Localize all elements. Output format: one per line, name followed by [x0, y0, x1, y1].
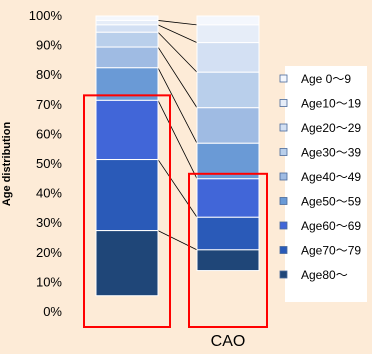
connector-line [157, 100, 198, 179]
connector-line [157, 230, 198, 251]
bar-segment [95, 99, 159, 161]
legend-entry: Age80～ [301, 268, 348, 282]
legend-background [285, 66, 367, 302]
legend-entry: Age60～69 [301, 219, 361, 233]
y-tick-label: 50% [36, 156, 62, 171]
y-axis-label: Age distribution [1, 122, 13, 207]
legend-entry: Age50～59 [301, 195, 361, 209]
connector-line [157, 46, 198, 108]
bar-segment [95, 31, 159, 48]
bar-segment [196, 15, 260, 26]
legend-entry: Age10～19 [301, 97, 361, 111]
legend-swatch [279, 148, 288, 156]
legend-swatch [279, 172, 288, 181]
legend-entry: Age70～79 [301, 244, 361, 258]
connector-line [157, 159, 198, 218]
bar-segment [196, 24, 260, 44]
legend-entry: Age30～39 [301, 146, 361, 160]
category-labels: CAO [211, 333, 246, 350]
bar-segment [196, 107, 260, 144]
bar-segment [196, 42, 260, 73]
bar-segment [95, 159, 159, 232]
highlight-boxes [83, 94, 268, 328]
y-tick-label: 0% [43, 304, 62, 319]
category-label: CAO [211, 333, 246, 350]
bar-segment [95, 19, 159, 26]
y-tick-label: 20% [36, 245, 62, 260]
connector-line [157, 20, 198, 26]
y-tick-label: 90% [36, 38, 62, 53]
legend-entry: Age40～49 [301, 170, 361, 184]
y-tick-label: 30% [36, 215, 62, 230]
bar-segment [196, 216, 260, 251]
bar-segment [95, 24, 159, 33]
bar-segment [95, 15, 159, 21]
y-tick-label: 40% [36, 186, 62, 201]
legend-swatch [279, 270, 288, 279]
connector-line [157, 32, 198, 73]
connector-line [157, 67, 198, 144]
bar-segment [196, 71, 260, 109]
connector-line [157, 24, 198, 44]
legend-swatch [279, 197, 288, 205]
legend-entry: Age 0～9 [301, 72, 351, 86]
y-tick-label: 100% [29, 8, 63, 23]
bar-segment [95, 46, 159, 69]
y-axis: 0% 10% 20% 30% 40% 50% 60% 70% 80% 90% 100% [29, 8, 63, 319]
bar-segment [196, 249, 260, 272]
legend-swatch [279, 123, 288, 132]
y-tick-label: 60% [36, 126, 62, 141]
y-tick-label: 70% [36, 97, 62, 112]
y-tick-label: 80% [36, 67, 62, 82]
y-tick-label: 10% [36, 274, 62, 289]
bar-segment [196, 178, 260, 218]
legend: Age 0～9 Age10～19 Age20～29 Age30～39 Age40～49 A… [279, 66, 367, 302]
connector-lines [157, 20, 198, 251]
legend-swatch [279, 246, 288, 254]
bars [95, 15, 260, 297]
legend-swatch [279, 99, 288, 107]
highlight-box [188, 172, 268, 328]
legend-swatch [279, 221, 288, 230]
legend-entry: Age20～29 [301, 121, 361, 135]
bar-segment [95, 230, 159, 297]
highlight-box [83, 94, 171, 328]
legend-swatch [279, 74, 288, 83]
